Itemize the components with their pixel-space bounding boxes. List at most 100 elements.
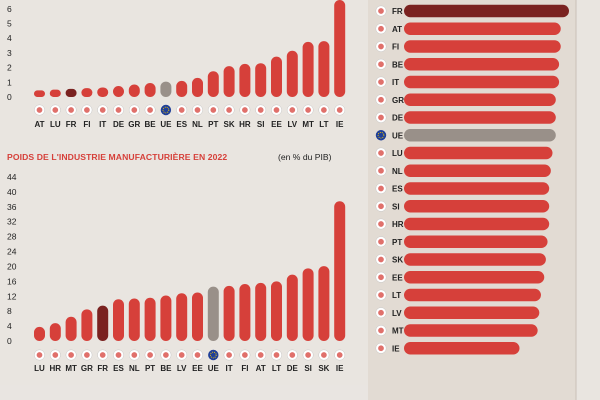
- bar-fi: [239, 283, 251, 341]
- chart-unit: (en % du PIB): [278, 152, 332, 162]
- y-tick-label: 4: [7, 33, 12, 43]
- category-label: IT: [226, 364, 233, 373]
- flag-ue-icon: [208, 349, 219, 361]
- category-label: LV: [287, 120, 297, 129]
- flag-ie-icon: [334, 104, 346, 116]
- category-label: ES: [176, 120, 187, 129]
- bar-hr: [49, 323, 61, 341]
- flag-fi-icon: [239, 349, 251, 361]
- flag-at-icon: [255, 349, 267, 361]
- category-label: LV: [177, 364, 187, 373]
- right-chart: FR AT FI BE IT GR DE UE LU NL ES SI HR PT SK EE LT LV MT IE: [375, 4, 569, 355]
- bar-si: [404, 200, 550, 213]
- top-left-chart: 0 1 2 3 4 5 6 AT LU FR FI IT DE GR BE UE ES NL PT SK HR SI EE L…: [7, 0, 346, 129]
- bar-nl: [192, 77, 203, 97]
- flag-it-icon: [97, 104, 109, 116]
- category-label: EE: [392, 273, 403, 282]
- category-label: MT: [392, 327, 404, 336]
- bar-at: [34, 90, 45, 97]
- flag-es-icon: [113, 349, 124, 361]
- flag-pt-icon: [375, 236, 387, 248]
- flag-pt-icon: [207, 104, 219, 116]
- category-label: GR: [392, 96, 404, 105]
- category-label: PT: [145, 364, 155, 373]
- flag-be-icon: [160, 349, 172, 361]
- bar-mt: [65, 316, 77, 341]
- category-label: SK: [392, 256, 403, 265]
- y-tick-label: 1: [7, 77, 12, 87]
- bar-fi: [404, 40, 561, 53]
- category-label: AT: [256, 364, 266, 373]
- bar-pt: [207, 71, 219, 97]
- bar-lt: [271, 281, 282, 341]
- category-label: FI: [241, 364, 248, 373]
- bar-sk: [318, 266, 330, 341]
- category-label: IT: [99, 120, 106, 129]
- bar-mt: [302, 41, 314, 97]
- flag-hr-icon: [375, 218, 387, 230]
- category-label: SI: [257, 120, 265, 129]
- bar-pt: [144, 297, 156, 341]
- y-tick-label: 6: [7, 4, 12, 14]
- chart-title: POIDS DE L'INDUSTRIE MANUFACTURIÈRE EN 2…: [7, 152, 227, 162]
- category-label: ES: [113, 364, 124, 373]
- bar-be: [160, 295, 172, 341]
- bar-be: [404, 58, 560, 71]
- bar-lu: [34, 326, 45, 341]
- y-tick-label: 5: [7, 19, 12, 29]
- category-label: UE: [160, 120, 172, 129]
- y-tick-label: 0: [7, 92, 12, 102]
- bar-ie: [334, 0, 346, 97]
- bar-lu: [404, 146, 553, 160]
- bar-lv: [404, 306, 540, 319]
- bar-gr: [404, 93, 556, 106]
- y-tick-label: 44: [7, 172, 17, 182]
- flag-lu-icon: [34, 349, 45, 361]
- flag-gr-icon: [375, 94, 387, 106]
- flag-hr-icon: [239, 104, 251, 116]
- category-label: MT: [65, 364, 77, 373]
- flag-sk-icon: [318, 349, 330, 361]
- category-label: SI: [392, 202, 400, 211]
- bar-hr: [239, 63, 251, 97]
- flag-mt-icon: [302, 104, 314, 116]
- category-label: AT: [392, 25, 402, 34]
- category-label: DE: [287, 364, 299, 373]
- bar-de: [286, 274, 298, 341]
- category-label: NL: [192, 120, 203, 129]
- bar-pt: [404, 235, 548, 248]
- category-label: NL: [392, 167, 403, 176]
- category-label: BE: [392, 60, 404, 69]
- bar-de: [113, 85, 124, 97]
- category-label: BE: [145, 120, 157, 129]
- flag-at-icon: [375, 23, 387, 35]
- flag-sk-icon: [375, 254, 387, 265]
- category-label: PT: [208, 120, 218, 129]
- flag-sk-icon: [223, 104, 235, 116]
- bar-lv: [176, 293, 188, 341]
- flag-es-icon: [176, 104, 188, 116]
- category-label: MT: [302, 120, 314, 129]
- bar-lt: [404, 288, 541, 302]
- category-label: IE: [336, 364, 344, 373]
- category-label: NL: [129, 364, 140, 373]
- flag-lu-icon: [49, 104, 61, 116]
- flag-mt-icon: [65, 349, 77, 361]
- y-tick-label: 20: [7, 261, 17, 271]
- flag-pt-icon: [144, 349, 156, 361]
- category-label: ES: [392, 185, 403, 194]
- flag-ie-icon: [334, 349, 346, 361]
- bar-es: [176, 80, 188, 97]
- flag-lt-icon: [375, 289, 387, 301]
- y-tick-label: 8: [7, 306, 12, 316]
- bar-ue: [160, 81, 172, 97]
- flag-at-icon: [34, 104, 45, 116]
- bar-si: [302, 268, 314, 341]
- bar-mt: [404, 324, 538, 337]
- bar-ee: [271, 56, 282, 97]
- category-label: HR: [239, 120, 251, 129]
- category-label: GR: [128, 120, 140, 129]
- footer-fade: [0, 385, 368, 400]
- category-label: DE: [113, 120, 125, 129]
